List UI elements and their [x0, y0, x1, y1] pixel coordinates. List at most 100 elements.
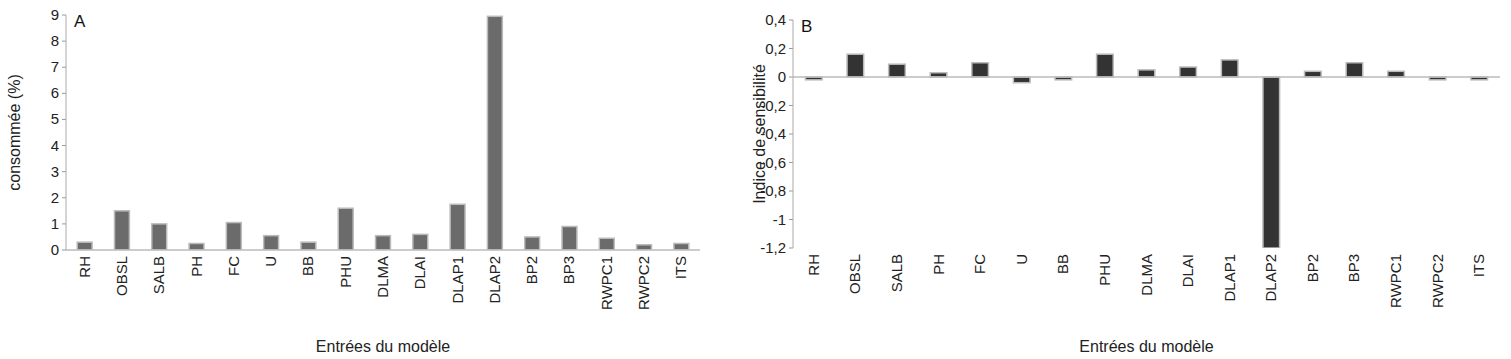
x-tick-label: SALB — [888, 254, 905, 292]
x-tick-label: BB — [299, 256, 316, 276]
bar — [847, 54, 864, 77]
y-axis-title: Indice de sensibilité — [751, 64, 768, 204]
bar — [562, 227, 577, 251]
bar — [413, 234, 428, 250]
y-tick-label: -1 — [773, 211, 786, 228]
y-tick — [789, 105, 793, 106]
y-tick-label: 7 — [51, 58, 59, 75]
x-tick-label: PHU — [1096, 254, 1113, 286]
figure: 0 1 2 3 4 5 6 7 8 9 RH OBSL SALB PH FC U BB PHU DLMA DLAI DL… — [0, 0, 1511, 359]
x-axis — [793, 76, 1500, 78]
bars — [805, 54, 1487, 248]
bar — [226, 223, 241, 250]
panel-label: B — [801, 17, 812, 36]
x-tick-label: ITS — [672, 256, 689, 279]
y-tick — [62, 223, 66, 224]
x-tick-label: DLMA — [1138, 254, 1155, 296]
y-tick-label: 0,4 — [765, 11, 786, 28]
x-tick-label: DLAI — [1179, 254, 1196, 287]
x-tick-label: U — [262, 256, 279, 267]
x-tick-label: RWPC1 — [1387, 254, 1404, 308]
y-tick — [62, 67, 66, 68]
y-tick-label: 0,2 — [765, 40, 786, 57]
x-axis-title: Entrées du modèle — [316, 338, 450, 355]
x-tick-label: OBSL — [846, 254, 863, 294]
bar — [1346, 63, 1363, 77]
y-tick — [789, 162, 793, 163]
y-tick-label: 3 — [51, 163, 59, 180]
y-tick — [62, 93, 66, 94]
bar — [338, 208, 353, 250]
bars — [77, 16, 689, 250]
x-tick-label: SALB — [150, 256, 167, 294]
y-tick-label: 9 — [51, 6, 59, 23]
bar — [674, 243, 689, 250]
bar — [525, 237, 540, 250]
x-tick-label: U — [1013, 254, 1030, 265]
y-tick — [62, 119, 66, 120]
bar — [301, 242, 316, 250]
bar — [637, 245, 652, 250]
x-tick-label: BP3 — [560, 256, 577, 284]
y-tick — [789, 134, 793, 135]
bar — [77, 242, 92, 250]
y-tick — [789, 248, 793, 249]
y-tick-label: 5 — [51, 110, 59, 127]
bar — [450, 204, 465, 250]
bar — [487, 16, 502, 250]
chart: 0123456789RHOBSLSALBPHFCUBBPHUDLMADLAIDL… — [6, 6, 700, 355]
y-tick — [62, 15, 66, 16]
y-tick — [789, 219, 793, 220]
y-axis — [793, 20, 794, 248]
panel-label: A — [74, 12, 86, 31]
chart: 0,40,20-0,2-0,4-0,6-0,8-1-1,2RHOBSLSALBP… — [751, 11, 1500, 355]
y-tick-label: 0 — [51, 241, 59, 258]
y-tick — [62, 250, 66, 251]
x-tick-label: DLAI — [411, 256, 428, 289]
x-tick-label: DLAP1 — [1221, 254, 1238, 302]
y-tick-label: 0 — [778, 68, 786, 85]
x-tick-label: BP3 — [1345, 254, 1362, 282]
bar — [376, 236, 391, 250]
bar — [889, 64, 906, 77]
y-tick — [62, 145, 66, 146]
bar — [189, 243, 204, 250]
y-tick — [62, 197, 66, 198]
y-tick-label: 4 — [51, 137, 59, 154]
y-tick-label: 2 — [51, 189, 59, 206]
bar — [1180, 67, 1197, 77]
bar — [1138, 70, 1155, 77]
y-tick-label: 6 — [51, 84, 59, 101]
y-tick-label: 1 — [51, 215, 59, 232]
bar — [1305, 71, 1322, 77]
y-tick-label: -1,2 — [760, 239, 786, 256]
x-tick-label: RWPC2 — [635, 256, 652, 310]
bar — [1097, 54, 1114, 77]
bar — [1013, 77, 1030, 83]
x-tick-label: BP2 — [523, 256, 540, 284]
y-tick — [62, 41, 66, 42]
y-tick-label: 8 — [51, 32, 59, 49]
bar — [1221, 60, 1238, 77]
x-tick-label: RWPC2 — [1429, 254, 1446, 308]
x-tick-label: PH — [188, 256, 205, 277]
y-axis-title: consommée (%) — [6, 74, 23, 190]
y-tick — [789, 20, 793, 21]
bar — [152, 224, 167, 250]
x-tick-label: OBSL — [113, 256, 130, 296]
x-axis-title: Entrées du modèle — [1079, 338, 1213, 355]
x-tick-label: PHU — [337, 256, 354, 288]
x-tick-label: DLAP2 — [1262, 254, 1279, 302]
x-tick-label: FC — [971, 254, 988, 274]
bar — [972, 63, 989, 77]
x-tick-label: RWPC1 — [598, 256, 615, 310]
bar — [1263, 77, 1280, 248]
x-tick-label: RH — [76, 256, 93, 278]
x-tick-label: BB — [1054, 254, 1071, 274]
bar — [1388, 71, 1405, 77]
y-tick — [789, 191, 793, 192]
y-tick — [62, 171, 66, 172]
y-tick — [789, 48, 793, 49]
y-axis — [66, 15, 67, 250]
x-tick-label: ITS — [1470, 254, 1487, 277]
